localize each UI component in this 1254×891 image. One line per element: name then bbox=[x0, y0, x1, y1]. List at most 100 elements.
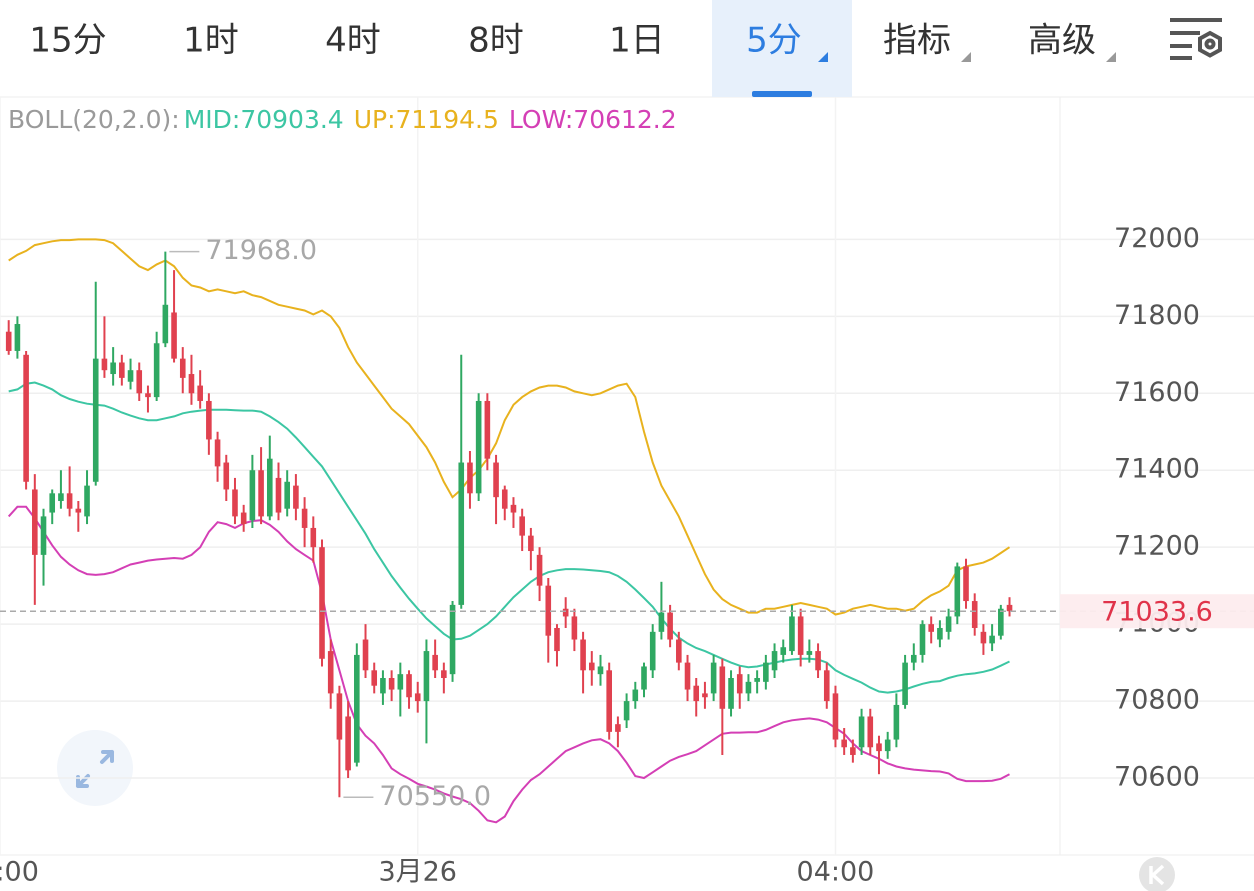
candle-body bbox=[780, 647, 787, 655]
candle-body bbox=[14, 324, 21, 351]
timeframe-tab[interactable]: 5分 bbox=[746, 21, 802, 61]
timeframe-tab[interactable]: 15分 bbox=[29, 21, 106, 61]
candle-body bbox=[467, 462, 473, 494]
candle-body bbox=[380, 678, 386, 694]
candle-body bbox=[510, 504, 517, 513]
candle-body bbox=[684, 662, 691, 690]
k-button[interactable] bbox=[1139, 857, 1175, 891]
candle-body bbox=[145, 393, 151, 398]
candle-body bbox=[266, 458, 273, 517]
candle-body bbox=[449, 604, 456, 675]
timeframe-tab[interactable]: 1时 bbox=[183, 21, 239, 61]
candle-body bbox=[910, 654, 917, 663]
candle-body bbox=[397, 674, 404, 690]
candle-body bbox=[345, 716, 351, 771]
candle-body bbox=[40, 516, 47, 555]
candle-body bbox=[562, 608, 569, 617]
candle-body bbox=[536, 554, 543, 586]
y-tick-label: 70800 bbox=[1114, 685, 1200, 716]
timeframe-tab[interactable]: 指标 bbox=[883, 21, 951, 61]
expand-button[interactable] bbox=[57, 730, 133, 806]
candle-body bbox=[388, 678, 395, 690]
candle-body bbox=[127, 370, 134, 382]
boll-line bbox=[8, 238, 1011, 616]
candle-body bbox=[954, 566, 961, 617]
y-tick-label: 70600 bbox=[1114, 762, 1200, 793]
candle-body bbox=[362, 639, 369, 671]
candle-body bbox=[232, 489, 238, 517]
settings-icon[interactable] bbox=[1170, 18, 1222, 60]
candle-body bbox=[736, 674, 743, 694]
candle-body bbox=[884, 739, 891, 752]
timeframe-tab[interactable]: 1日 bbox=[609, 21, 665, 61]
candle-body bbox=[49, 493, 56, 513]
candle-body bbox=[319, 547, 325, 659]
candle-body bbox=[423, 651, 430, 702]
last-price-label: 71033.6 bbox=[1101, 597, 1213, 628]
indicator-name: BOLL(20,2.0): bbox=[8, 105, 180, 134]
timeframe-tab[interactable]: 8时 bbox=[468, 21, 524, 61]
candle-body bbox=[858, 716, 865, 748]
candle-body bbox=[58, 493, 64, 502]
candle-body bbox=[623, 701, 630, 721]
y-tick-label: 72000 bbox=[1114, 223, 1200, 254]
candle-body bbox=[728, 678, 734, 709]
candle-body bbox=[136, 370, 143, 394]
legend-entry: MID:70903.4 bbox=[184, 105, 344, 134]
candle-body bbox=[414, 693, 421, 702]
x-tick-label: 04:00 bbox=[797, 857, 875, 888]
candle-body bbox=[971, 601, 978, 628]
y-tick-label: 71400 bbox=[1114, 454, 1200, 485]
annotation-label: 70550.0 bbox=[379, 781, 491, 812]
timeframe-tab[interactable]: 4时 bbox=[325, 21, 381, 61]
candle-body bbox=[5, 331, 12, 351]
candle-body bbox=[519, 516, 525, 536]
candle-body bbox=[23, 354, 29, 482]
candle-body bbox=[293, 485, 299, 509]
y-tick-label: 71600 bbox=[1114, 377, 1200, 408]
candle-body bbox=[980, 631, 987, 644]
y-tick-label: 71800 bbox=[1114, 300, 1200, 331]
candle-body bbox=[432, 654, 438, 671]
candle-body bbox=[188, 374, 195, 394]
candle-body bbox=[223, 462, 230, 490]
candle-body bbox=[354, 654, 360, 763]
candle-body bbox=[179, 358, 186, 378]
candle-body bbox=[197, 385, 203, 401]
candle-body bbox=[475, 400, 482, 494]
candle-body bbox=[937, 627, 943, 640]
candle-body bbox=[1006, 604, 1013, 612]
candle-body bbox=[588, 662, 595, 671]
candle-body bbox=[597, 666, 604, 675]
candle-body bbox=[797, 616, 804, 655]
candle-body bbox=[545, 585, 552, 636]
candle-body bbox=[501, 489, 508, 509]
legend-entry: LOW:70612.2 bbox=[509, 105, 677, 134]
candle-body bbox=[119, 362, 125, 378]
candle-body bbox=[371, 670, 378, 686]
candle-body bbox=[893, 704, 900, 740]
candle-body bbox=[249, 470, 256, 521]
candle-body bbox=[406, 674, 412, 698]
candle-body bbox=[710, 662, 717, 694]
candle-body bbox=[336, 693, 343, 740]
candle-body bbox=[580, 639, 586, 671]
candle-body bbox=[963, 566, 969, 602]
timeframe-tab[interactable]: 高级 bbox=[1028, 21, 1096, 61]
candle-body bbox=[528, 535, 534, 552]
candle-body bbox=[658, 612, 665, 632]
candle-body bbox=[484, 400, 491, 459]
plot-area bbox=[0, 97, 1254, 855]
candle-body bbox=[571, 616, 578, 640]
candle-body bbox=[789, 616, 795, 652]
last-price-box bbox=[1060, 594, 1254, 629]
y-tick-label: 71200 bbox=[1114, 531, 1200, 562]
candle-body bbox=[876, 743, 882, 752]
candle-body bbox=[850, 747, 856, 755]
candle-body bbox=[867, 716, 874, 748]
x-tick-label: 20:00 bbox=[0, 857, 39, 888]
candle-body bbox=[771, 651, 778, 671]
candle-body bbox=[745, 681, 752, 694]
candle-body bbox=[606, 670, 612, 732]
